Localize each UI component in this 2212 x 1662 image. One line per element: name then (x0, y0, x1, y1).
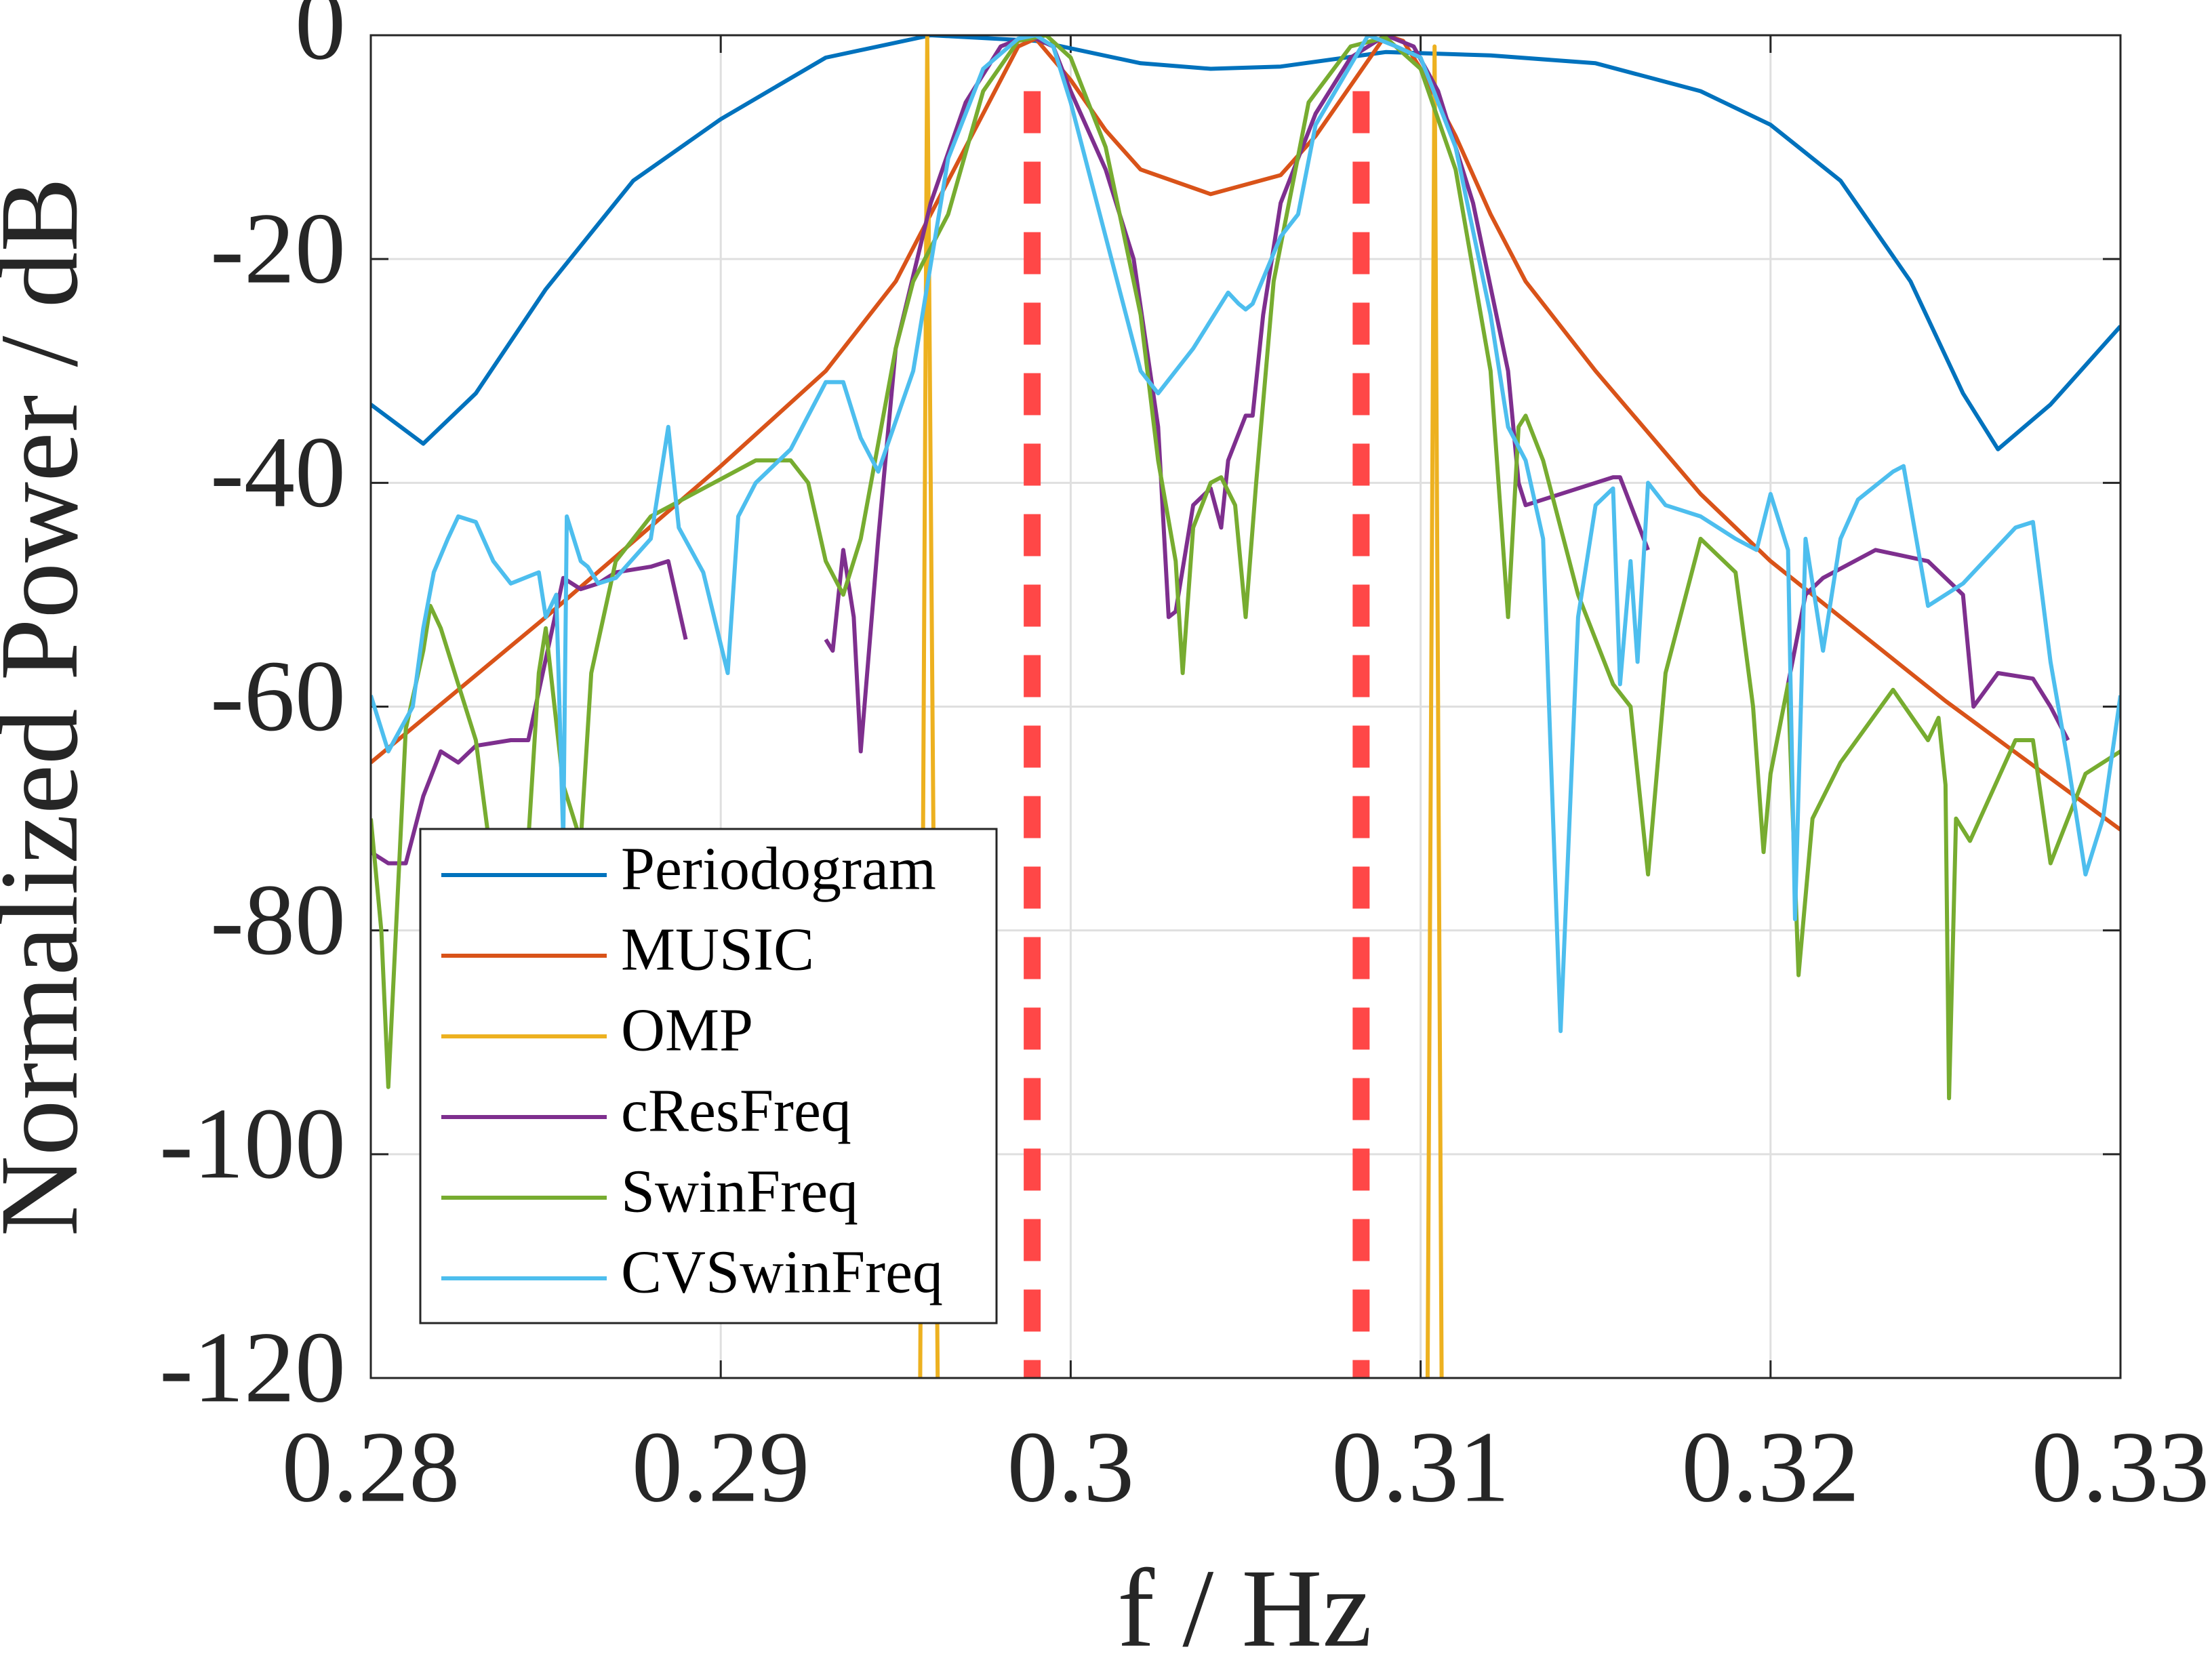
series-line (371, 35, 2120, 1034)
y-tick-label: -120 (159, 1311, 346, 1423)
legend-label: cResFreq (621, 1078, 851, 1145)
x-tick-label: 0.28 (282, 1411, 460, 1523)
legend-label: SwinFreq (621, 1158, 858, 1225)
y-tick-label: 0 (295, 0, 346, 81)
y-tick-label: -40 (210, 416, 346, 529)
y-tick-label: -100 (159, 1087, 346, 1200)
x-tick-label: 0.29 (632, 1411, 810, 1523)
y-axis-label: Normalized Power / dB (0, 178, 101, 1237)
legend-box (419, 828, 998, 1324)
x-tick-label: 0.32 (1682, 1411, 1860, 1523)
x-tick-label: 0.33 (2032, 1411, 2210, 1523)
legend-label: CVSwinFreq (621, 1239, 943, 1306)
legend-label: MUSIC (621, 916, 814, 984)
axes-box (369, 34, 2122, 1379)
plot-lines (371, 35, 2120, 1378)
y-tick-label: -60 (210, 640, 346, 752)
series-line (371, 35, 2120, 832)
y-tick-label: -80 (210, 864, 346, 976)
legend-label: OMP (621, 997, 753, 1064)
x-axis-label: f / Hz (1117, 1546, 1372, 1662)
series-line (371, 35, 2120, 451)
y-tick-label: -20 (210, 192, 346, 305)
x-tick-label: 0.31 (1331, 1411, 1510, 1523)
legend-label: Periodogram (621, 836, 936, 903)
x-tick-label: 0.3 (1007, 1411, 1135, 1523)
series-line (371, 35, 2120, 1101)
